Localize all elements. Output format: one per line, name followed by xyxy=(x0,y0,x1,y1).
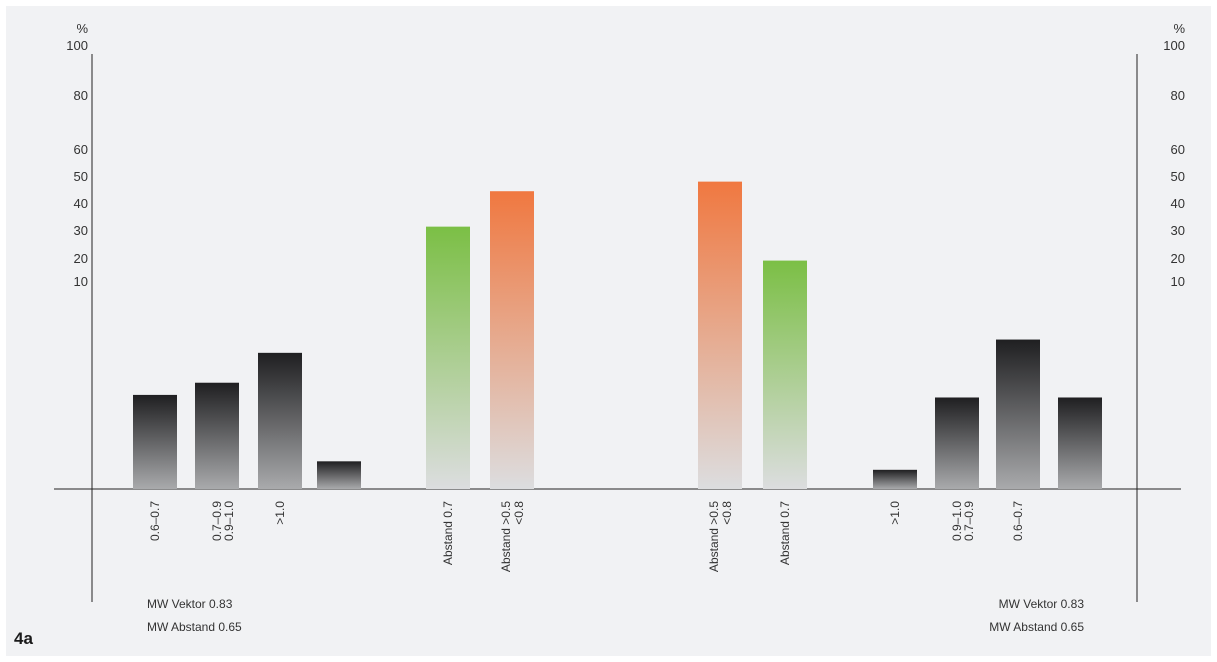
left-y-tick-label: 20 xyxy=(74,251,88,266)
right-y-unit: % xyxy=(1173,21,1185,36)
left-category-label: Abstand >0.5 xyxy=(499,501,513,572)
right-bar-0-9-1-0 xyxy=(935,397,979,489)
left-category-label: 0.9–1.0 xyxy=(222,501,236,541)
left-y-unit: % xyxy=(76,21,88,36)
right-note: MW Vektor 0.83 xyxy=(999,597,1085,611)
figure-background xyxy=(6,6,1211,656)
right-note: MW Abstand 0.65 xyxy=(989,620,1084,634)
left-y-tick-label: 100 xyxy=(66,38,88,53)
right-y-tick-label: 60 xyxy=(1171,142,1185,157)
left-category-label-line2: <0.8 xyxy=(512,501,526,525)
right-category-label: >1.0 xyxy=(888,501,902,525)
right-category-label: 0.6–0.7 xyxy=(1011,501,1025,541)
right-y-tick-label: 100 xyxy=(1163,38,1185,53)
left-y-tick-label: 10 xyxy=(74,274,88,289)
left-note: MW Vektor 0.83 xyxy=(147,597,233,611)
figure-label: 4a xyxy=(14,629,33,648)
left-y-tick-label: 60 xyxy=(74,142,88,157)
left-bar-unlabeled xyxy=(317,461,361,489)
left-category-label: 0.6–0.7 xyxy=(148,501,162,541)
right-bar-unlabeled xyxy=(1058,397,1102,489)
right-category-label-line2: <0.8 xyxy=(720,501,734,525)
left-category-label: 0.7–0.9 xyxy=(210,501,224,541)
right-bar-0-6-0-7 xyxy=(996,339,1040,489)
right-category-label: Abstand >0.5 xyxy=(707,501,721,572)
right-y-tick-label: 10 xyxy=(1171,274,1185,289)
right-y-tick-label: 80 xyxy=(1171,88,1185,103)
right-bar-abstand-0-7 xyxy=(763,260,807,489)
right-bar--1-0 xyxy=(873,469,917,489)
right-y-tick-label: 30 xyxy=(1171,223,1185,238)
left-bar-0-7-0-9 xyxy=(195,382,239,489)
right-y-tick-label: 50 xyxy=(1171,169,1185,184)
left-y-tick-label: 40 xyxy=(74,196,88,211)
left-bar-0-6-0-7 xyxy=(133,394,177,489)
right-bar-abstand-0-5 xyxy=(698,181,742,490)
left-note: MW Abstand 0.65 xyxy=(147,620,242,634)
left-bar--1-0 xyxy=(258,352,302,489)
left-y-tick-label: 50 xyxy=(74,169,88,184)
right-category-label: 0.7–0.9 xyxy=(962,501,976,541)
left-category-label: Abstand 0.7 xyxy=(441,501,455,565)
right-y-tick-label: 20 xyxy=(1171,251,1185,266)
left-bar-abstand-0-7 xyxy=(426,226,470,490)
right-category-label: Abstand 0.7 xyxy=(778,501,792,565)
right-y-tick-label: 40 xyxy=(1171,196,1185,211)
left-y-tick-label: 30 xyxy=(74,223,88,238)
left-category-label: >1.0 xyxy=(273,501,287,525)
left-y-tick-label: 80 xyxy=(74,88,88,103)
left-bar-abstand-0-5 xyxy=(490,191,534,490)
right-category-label: 0.9–1.0 xyxy=(950,501,964,541)
